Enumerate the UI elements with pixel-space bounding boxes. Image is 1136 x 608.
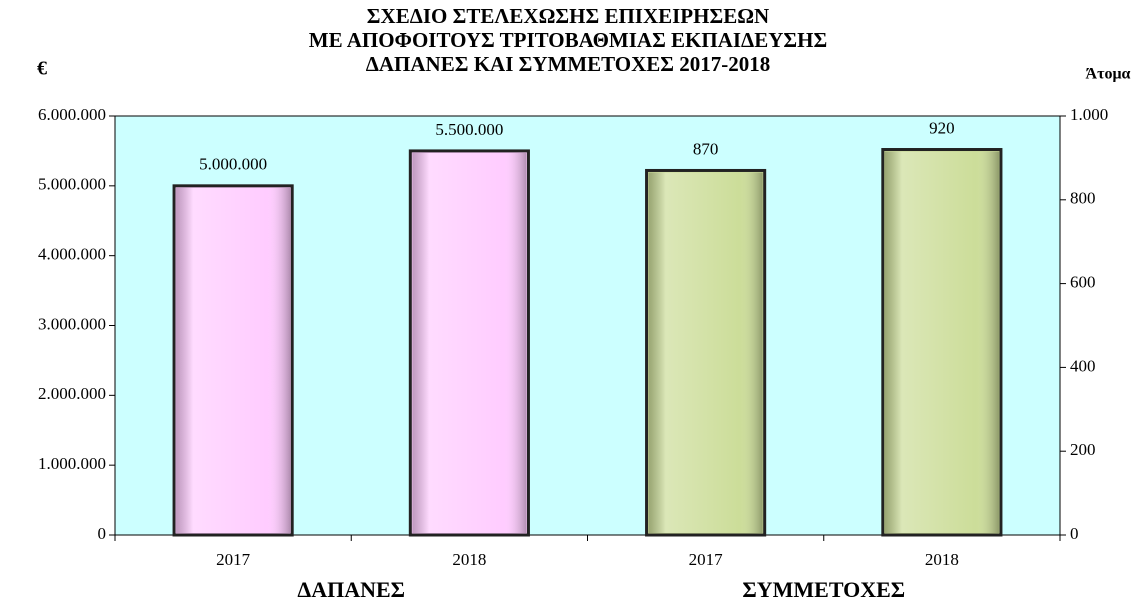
y2-tick-label: 1.000 [1070, 105, 1108, 124]
x-tick-label: 2017 [216, 550, 251, 569]
chart-title: ΔΑΠΑΝΕΣ ΚΑΙ ΣΥΜΜΕΤΟΧΕΣ 2017-2018 [366, 52, 771, 76]
x-tick-label: 2017 [689, 550, 724, 569]
group-label: ΔΑΠΑΝΕΣ [297, 577, 405, 602]
y2-tick-label: 0 [1070, 524, 1079, 543]
data-label: 5.000.000 [199, 155, 267, 174]
y2-tick-label: 400 [1070, 356, 1096, 375]
y-tick-label: 6.000.000 [38, 105, 106, 124]
chart-title: ΣΧΕΔΙΟ ΣΤΕΛΕΧΩΣΗΣ ΕΠΙΧΕΙΡΗΣΕΩΝ [367, 4, 769, 28]
y2-tick-label: 200 [1070, 440, 1096, 459]
bar-shade [648, 172, 763, 533]
data-label: 920 [929, 118, 955, 137]
bar-shade [412, 152, 527, 533]
y-tick-label: 5.000.000 [38, 175, 106, 194]
chart-title: ΜΕ ΑΠΟΦΟΙΤΟΥΣ ΤΡΙΤΟΒΑΘΜΙΑΣ ΕΚΠΑΙΔΕΥΣΗΣ [309, 28, 827, 52]
y-tick-label: 2.000.000 [38, 384, 106, 403]
x-tick-label: 2018 [925, 550, 959, 569]
y-tick-label: 1.000.000 [38, 454, 106, 473]
y-axis-label: € [37, 58, 47, 80]
x-tick-label: 2018 [452, 550, 486, 569]
bar-shade [884, 151, 999, 533]
y2-tick-label: 600 [1070, 273, 1096, 292]
y-tick-label: 0 [98, 524, 107, 543]
group-label: ΣΥΜΜΕΤΟΧΕΣ [742, 577, 905, 602]
y-tick-label: 4.000.000 [38, 245, 106, 264]
y-tick-label: 3.000.000 [38, 314, 106, 333]
data-label: 870 [693, 139, 719, 158]
data-label: 5.500.000 [435, 120, 503, 139]
bar-shade [176, 187, 291, 534]
y2-tick-label: 800 [1070, 189, 1096, 208]
y2-axis-label: Άτομα [1086, 66, 1131, 83]
